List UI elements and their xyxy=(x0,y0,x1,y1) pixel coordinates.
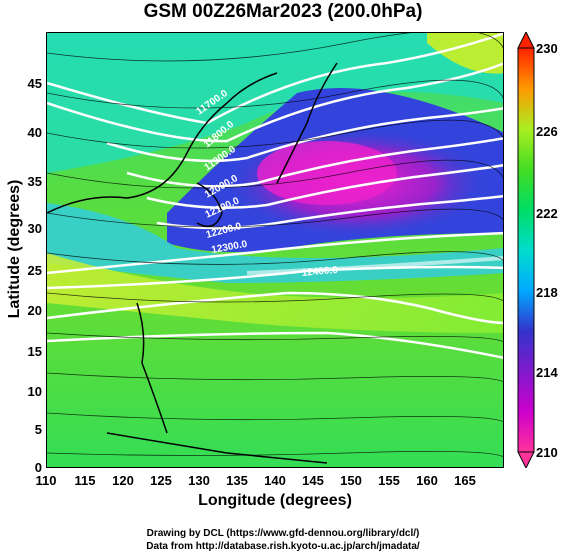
x-tick-label: 155 xyxy=(378,473,400,488)
y-tick-label: 35 xyxy=(27,174,42,189)
plot-title: GSM 00Z26Mar2023 (200.0hPa) xyxy=(143,1,423,22)
credit-line: Data from http://database.rish.kyoto-u.a… xyxy=(146,541,420,552)
y-tick-label: 15 xyxy=(27,344,42,359)
contour-label: 12400.0 xyxy=(301,265,338,279)
x-tick-label: 145 xyxy=(302,473,324,488)
colorbar-tick: 210 xyxy=(536,445,558,460)
x-tick-label: 140 xyxy=(264,473,286,488)
map-plot-area: 11700.0 11800.0 11900.0 12000.0 12100.0 … xyxy=(46,32,504,468)
x-tick-label: 110 xyxy=(35,473,57,488)
y-tick-label: 10 xyxy=(27,384,42,399)
colorbar-tick: 230 xyxy=(536,41,558,56)
y-axis-label: Latitude (degrees) xyxy=(6,179,23,319)
x-tick-label: 120 xyxy=(112,473,134,488)
temperature-field: 11700.0 11800.0 11900.0 12000.0 12100.0 … xyxy=(47,33,503,467)
y-tick-label: 0 xyxy=(34,460,42,475)
x-tick-label: 125 xyxy=(150,473,172,488)
colorbar-tick: 218 xyxy=(536,285,558,300)
x-axis-label: Longitude (degrees) xyxy=(198,492,352,509)
colorbar xyxy=(517,32,535,468)
x-tick-label: 115 xyxy=(74,473,96,488)
coastlines xyxy=(47,62,338,464)
colorbar-tick: 214 xyxy=(536,365,558,380)
x-tick-label: 130 xyxy=(188,473,210,488)
x-tick-label: 165 xyxy=(454,473,476,488)
y-tick-label: 45 xyxy=(27,76,42,91)
x-tick-label: 150 xyxy=(340,473,362,488)
colorbar-tick: 226 xyxy=(536,124,558,139)
wind-streamlines xyxy=(47,33,503,458)
y-tick-label: 40 xyxy=(27,125,42,140)
y-tick-label: 20 xyxy=(27,303,42,318)
credit-line: Drawing by DCL (https://www.gfd-dennou.o… xyxy=(146,528,420,539)
colorbar-tick: 222 xyxy=(536,206,558,221)
y-tick-label: 5 xyxy=(34,422,42,437)
x-tick-label: 160 xyxy=(416,473,438,488)
x-tick-label: 135 xyxy=(226,473,248,488)
y-tick-label: 30 xyxy=(27,221,42,236)
y-tick-label: 25 xyxy=(27,263,42,278)
